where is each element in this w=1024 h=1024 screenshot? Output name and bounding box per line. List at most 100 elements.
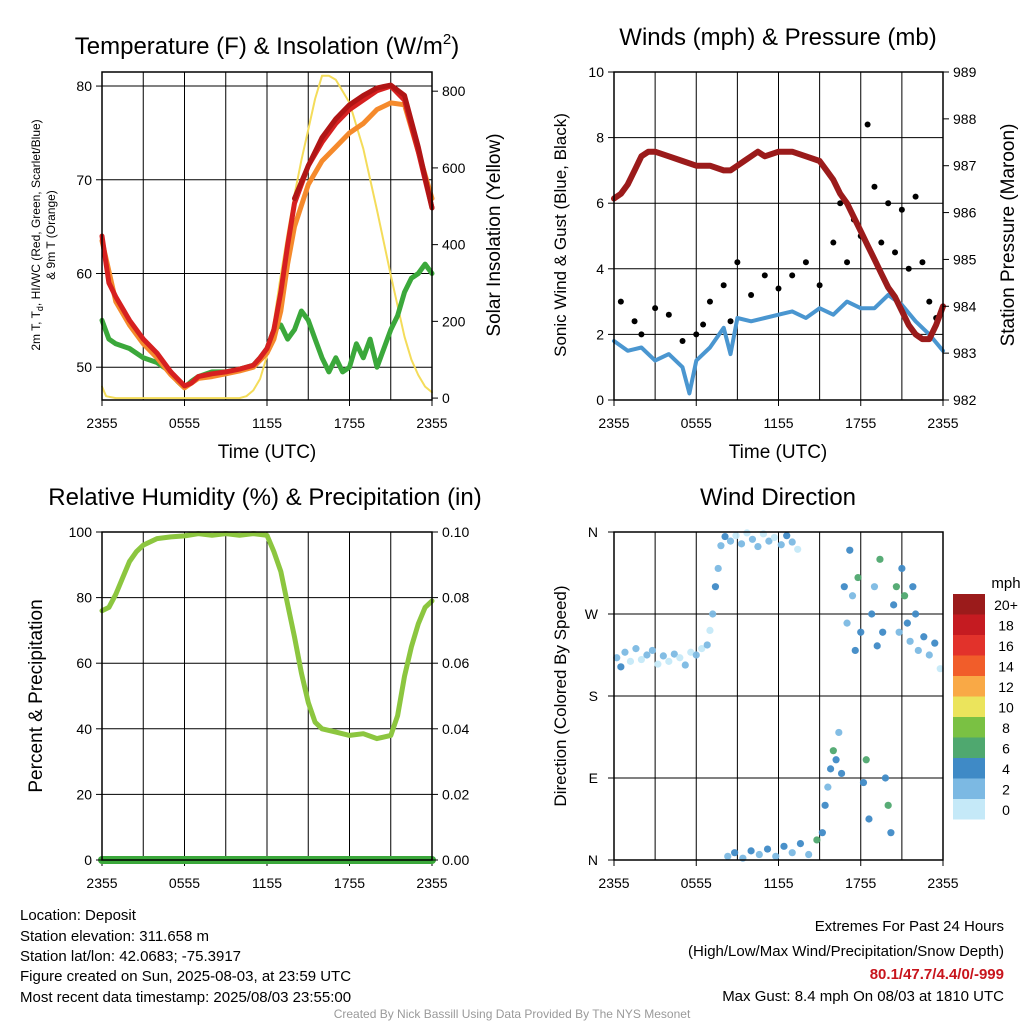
wind-direction-point (763, 845, 772, 853)
wind-direction-point (865, 815, 873, 823)
colorbar-label: 0 (1002, 802, 1010, 818)
temperature-ytick-label-left: 50 (76, 359, 92, 375)
humidity-xtick-label: 0555 (169, 875, 200, 891)
winds-gust-point (885, 200, 892, 207)
temperature-ytick-label-left: 80 (76, 78, 92, 94)
wind-direction-point (920, 633, 928, 641)
winds-ylabel-left: Sonic Wind & Gust (Blue, Black) (551, 113, 570, 357)
colorbar-swatch (953, 799, 985, 820)
wind-direction-point (724, 852, 732, 860)
wind-direction-point (895, 628, 903, 636)
wind-direction-point (868, 610, 876, 618)
colorbar-swatch (953, 758, 985, 779)
wind-direction-point (925, 651, 933, 659)
wind-direction-ytick-label: S (589, 688, 598, 704)
humidity-xtick-label: 2355 (416, 875, 447, 891)
colorbar-swatch (953, 655, 985, 676)
wind-direction-point (862, 756, 870, 764)
winds-ytick-label-left: 10 (588, 64, 604, 80)
winds-panel: 2355 0555 1155 1755 2355 0 2 4 6 8 10 982 983 984 985 9… (588, 64, 976, 431)
winds-ytick-label-left: 8 (596, 130, 604, 146)
winds-xtick-label: 2355 (598, 415, 629, 431)
winds-gust-point (693, 331, 700, 338)
wind-direction-point (903, 619, 911, 627)
colorbar-swatch (953, 717, 985, 738)
wind-direction-point (613, 654, 621, 662)
winds-gust-point (919, 259, 926, 266)
humidity-ylabel-left: Percent & Precipitation (26, 599, 47, 792)
winds-gust-point (631, 318, 638, 325)
temperature-series-2m-t (99, 83, 435, 389)
wind-direction-point (881, 774, 890, 782)
temperature-ytick-label-right: 200 (442, 313, 466, 329)
temperature-ytick-label-right: 0 (442, 390, 450, 406)
credit-line: Created By Nick Bassill Using Data Provi… (333, 1007, 691, 1021)
wind-direction-point (887, 829, 895, 837)
winds-gust-point (665, 311, 672, 318)
extremes-values: 80.1/47.7/4.4/0/-999 (869, 966, 1004, 983)
wind-direction-point (748, 535, 757, 543)
wind-direction-point (706, 626, 714, 635)
wind-direction-xtick-label: 2355 (927, 875, 958, 891)
winds-ytick-label-right: 987 (953, 158, 977, 174)
temperature-ytick-label-right: 400 (442, 237, 466, 253)
winds-series-sonic-wind (612, 293, 945, 396)
wind-direction-ytick-label: W (585, 606, 599, 622)
humidity-ytick-label-right: 0.04 (442, 721, 469, 737)
temperature-xtick-label: 0555 (169, 415, 200, 431)
station-location: Location: Deposit (20, 907, 136, 924)
humidity-panel: 2355 0555 1155 1755 2355 0 20 40 60 80 100 0.00 0.02… (69, 524, 470, 891)
temperature-panel: 2355 0555 1155 1755 235550607080020040060080… (76, 71, 466, 431)
humidity-series-relative-humidity (99, 531, 435, 742)
colorbar-swatch (953, 737, 985, 758)
humidity-xtick-label: 1155 (252, 875, 282, 891)
temperature-xlabel: Time (UTC) (218, 442, 317, 463)
winds-gust-point (727, 318, 734, 325)
wind-direction-point (783, 532, 791, 540)
wind-direction-point (906, 637, 914, 645)
wind-direction-point (717, 542, 725, 550)
wind-direction-point (772, 852, 780, 860)
recent-data-timestamp: Most recent data timestamp: 2025/08/03 2… (20, 989, 352, 1006)
temperature-series-heat-index (292, 82, 435, 211)
winds-ytick-label-left: 6 (596, 195, 604, 211)
winds-gust-point (844, 259, 851, 266)
winds-gust-point (638, 331, 645, 338)
winds-ytick-label-right: 986 (953, 205, 977, 221)
winds-gust-point (837, 200, 844, 207)
winds-ytick-label-left: 4 (596, 261, 604, 277)
winds-gust-point (864, 121, 871, 128)
wind-direction-point (731, 849, 739, 857)
wind-direction-ytick-label: E (589, 770, 598, 786)
winds-xtick-label: 1755 (845, 415, 876, 431)
humidity-ytick-label-left: 100 (69, 524, 93, 540)
colorbar-label: 20+ (994, 597, 1018, 613)
station-latlon: Station lat/lon: 42.0683; -75.3917 (20, 948, 242, 965)
winds-gust-point (830, 239, 837, 246)
winds-ytick-label-left: 0 (596, 392, 604, 408)
max-gust: Max Gust: 8.4 mph On 08/03 at 1810 UTC (722, 988, 1004, 1005)
winds-ytick-label-right: 989 (953, 64, 977, 80)
humidity-xtick-label: 1755 (334, 875, 365, 891)
wind-direction-point (837, 769, 846, 778)
wind-direction-point (648, 646, 656, 655)
wind-direction-point (754, 542, 762, 551)
wind-direction-point (676, 654, 684, 662)
wind-direction-point (876, 555, 884, 563)
wind-direction-point (659, 652, 667, 660)
humidity-ytick-label-right: 0.06 (442, 655, 469, 671)
wind-direction-point (914, 646, 922, 655)
wind-direction-point (813, 836, 821, 844)
winds-ylabel-right: Station Pressure (Maroon) (998, 124, 1019, 347)
winds-gust-point (700, 321, 707, 328)
wind-direction-point (794, 545, 802, 553)
wind-direction-point (665, 657, 673, 665)
temperature-xtick-label: 2355 (416, 415, 447, 431)
wind-direction-point (637, 655, 646, 664)
temperature-ylabel-subscript: d (35, 306, 45, 311)
wind-direction-point (840, 583, 848, 591)
wind-direction-point (617, 663, 625, 671)
humidity-frame (101, 531, 433, 861)
temperature-ylabel-left: 2m T, Td, HI/WC (Red, Green, Scarlet/Blu… (29, 119, 45, 350)
